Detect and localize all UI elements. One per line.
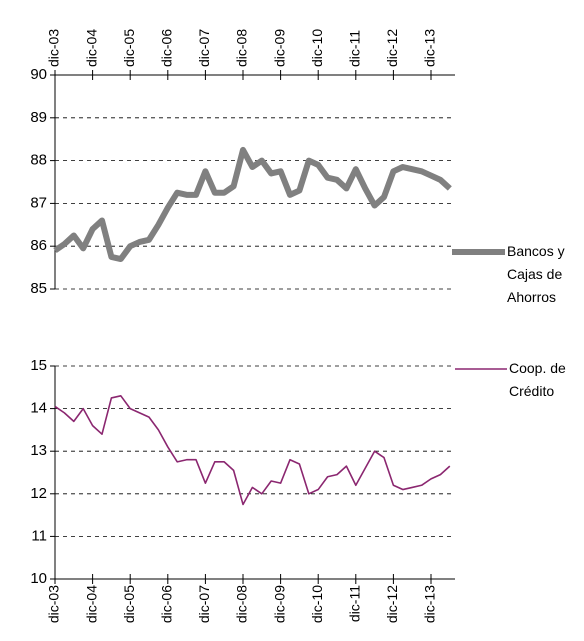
x-tick-label: dic-11: [347, 585, 363, 622]
y-tick-label: 13: [30, 442, 47, 459]
x-tick-label: dic-13: [422, 29, 438, 67]
x-tick-label: dic-06: [159, 585, 175, 623]
x-tick-label: dic-07: [196, 585, 212, 623]
y-tick-label: 86: [30, 237, 47, 254]
x-tick-label: dic-12: [384, 29, 400, 67]
x-tick-label: dic-07: [196, 29, 212, 67]
x-tick-label: dic-03: [46, 29, 62, 67]
x-tick-label: dic-10: [309, 29, 325, 67]
y-tick-label: 87: [30, 194, 47, 211]
x-tick-label: dic-10: [309, 585, 325, 623]
x-tick-label: dic-04: [83, 29, 99, 67]
x-tick-label: dic-05: [121, 29, 137, 67]
y-tick-label: 10: [30, 570, 47, 587]
y-tick-label: 89: [30, 109, 47, 126]
y-tick-label: 88: [30, 152, 47, 169]
y-tick-label: 14: [30, 400, 47, 417]
x-tick-label: dic-13: [422, 585, 438, 623]
x-tick-label: dic-12: [384, 585, 400, 623]
series-line: [53, 146, 452, 263]
legend-box: Coop. de Crédito: [509, 360, 566, 399]
legend-box: Bancos y Cajas de Ahorros: [507, 243, 565, 305]
y-tick-label: 15: [30, 357, 47, 374]
x-tick-label: dic-09: [271, 585, 287, 623]
legend-label: Coop. de Crédito: [509, 360, 566, 399]
y-tick-label: 90: [30, 66, 47, 83]
y-tick-label: 85: [30, 280, 47, 297]
x-tick-label: dic-05: [121, 585, 137, 623]
y-tick-label: 11: [31, 527, 47, 544]
x-tick-label: dic-04: [83, 585, 99, 623]
x-tick-label: dic-11: [347, 30, 363, 67]
x-tick-label: dic-08: [234, 29, 250, 67]
x-tick-label: dic-09: [271, 29, 287, 67]
legend-label: Bancos y Cajas de Ahorros: [507, 243, 565, 305]
x-tick-label: dic-08: [234, 585, 250, 623]
x-tick-label: dic-06: [159, 29, 175, 67]
series-line: [54, 395, 451, 506]
x-tick-label: dic-03: [46, 585, 62, 623]
y-tick-label: 12: [30, 485, 47, 502]
